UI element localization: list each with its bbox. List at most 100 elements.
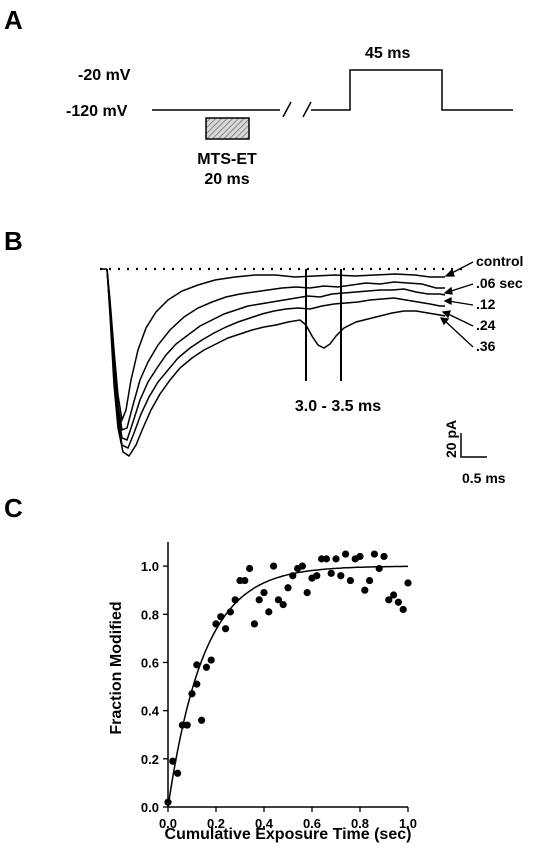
trace-label-arrows: [439, 261, 474, 348]
arrowhead-control: [444, 268, 455, 277]
data-point: [222, 625, 230, 633]
data-point: [361, 586, 369, 594]
trace-24: [106, 268, 445, 450]
trace-06-sec: [106, 268, 445, 432]
arrowhead-24: [441, 310, 451, 319]
data-point: [279, 601, 287, 609]
y-tick-label: 0.4: [141, 704, 160, 719]
scale-bar: [460, 433, 487, 458]
y-axis-label: Fraction Modified: [108, 601, 125, 734]
trace-12: [106, 268, 446, 441]
scale-bar-time-label: 0.5 ms: [462, 470, 506, 486]
data-point: [207, 656, 215, 664]
arrowhead-06-sec: [443, 286, 453, 295]
data-point: [337, 572, 345, 580]
panel-b: B 3.0 - 3.5 ms control .06 sec .12 .24 .…: [4, 226, 523, 486]
data-point: [174, 769, 182, 777]
panel-c-letter: C: [4, 493, 23, 523]
data-point: [202, 663, 210, 671]
data-point: [298, 562, 306, 570]
y-tick-label: 1.0: [141, 559, 159, 574]
arrow-24: [445, 312, 474, 327]
data-point: [356, 552, 364, 561]
data-point: [241, 576, 249, 585]
x-tick-label: 0.8: [351, 816, 369, 831]
trace-label-36: .36: [476, 338, 496, 354]
trace-label-06-sec: .06 sec: [476, 275, 523, 291]
data-point: [370, 550, 378, 558]
fit-curve: [167, 565, 408, 808]
data-point: [289, 572, 297, 580]
reagent-duration-label: 20 ms: [204, 171, 249, 188]
x-axis-label: Cumulative Exposure Time (sec): [165, 826, 412, 843]
x-tick-label: 0.6: [303, 816, 321, 831]
panel-a: A -20 mV -120 mV 45 ms MTS-ET 20 ms: [4, 5, 513, 188]
data-point: [217, 613, 225, 621]
data-point: [366, 576, 374, 585]
data-point: [188, 690, 196, 698]
data-point: [399, 605, 407, 614]
arrowhead-36: [439, 317, 450, 326]
chart-points: [164, 550, 412, 806]
data-point: [193, 680, 201, 688]
data-point: [270, 562, 278, 570]
data-point: [404, 579, 412, 587]
data-point: [255, 596, 263, 604]
x-tick-label: 0.2: [207, 816, 225, 831]
data-point: [198, 716, 206, 724]
trace-label-12: .12: [476, 296, 496, 312]
data-point: [260, 588, 268, 597]
data-point: [380, 552, 388, 561]
data-point: [284, 584, 292, 592]
data-point: [346, 576, 354, 585]
axis-break-marks: [282, 101, 312, 118]
data-point: [385, 596, 393, 604]
data-point: [327, 569, 335, 577]
panel-b-letter: B: [4, 226, 23, 256]
arrow-06-sec: [447, 283, 474, 293]
data-point: [169, 757, 177, 765]
data-point: [313, 572, 321, 580]
baseline-voltage-label: -120 mV: [66, 103, 128, 120]
window-label: 3.0 - 3.5 ms: [295, 398, 381, 415]
pulse-duration-label: 45 ms: [365, 45, 410, 62]
arrowhead-12: [443, 296, 452, 306]
data-point: [231, 596, 239, 604]
y-tick-label: 0.6: [141, 655, 159, 670]
data-point: [303, 588, 311, 597]
chart-axes: 0.0 0.2 0.4 0.6 0.8 1.0 0.0 0.2 0.4 0.6 0.8 1.0: [141, 542, 417, 831]
data-point: [265, 608, 273, 616]
panel-c: C 0.0 0.2 0.4 0.6 0.8 1.0 0.0 0.2 0.4 0.6 0.8 1.0 F…: [4, 493, 417, 843]
reagent-application-box: [205, 117, 250, 140]
trace-36: [106, 268, 446, 458]
data-point: [332, 555, 340, 563]
x-tick-label: 0.4: [255, 816, 274, 831]
data-point: [274, 596, 282, 604]
data-point: [342, 550, 350, 558]
holding-voltage-label: -20 mV: [78, 67, 131, 84]
data-point: [322, 555, 330, 563]
protocol-step-pulse: [311, 69, 513, 111]
y-tick-label: 0.0: [141, 800, 159, 815]
data-point: [390, 591, 398, 599]
trace-label-control: control: [476, 253, 523, 269]
data-point: [193, 661, 201, 669]
chart-fit-group: [167, 565, 408, 808]
data-point: [375, 564, 383, 573]
y-tick-label: 0.8: [141, 607, 159, 622]
data-point: [394, 598, 402, 606]
data-point: [212, 620, 220, 628]
reagent-label: MTS-ET: [197, 151, 257, 168]
x-tick-label: 0.0: [159, 816, 177, 831]
scale-bar-current-label: 20 pA: [443, 420, 459, 458]
trace-control: [106, 268, 445, 423]
data-point: [246, 564, 254, 573]
y-tick-label: 0.2: [141, 752, 159, 767]
data-point: [164, 798, 172, 806]
panel-a-letter: A: [4, 5, 23, 35]
trace-label-24: .24: [476, 317, 496, 333]
data-point: [226, 608, 234, 616]
data-point: [183, 721, 191, 729]
